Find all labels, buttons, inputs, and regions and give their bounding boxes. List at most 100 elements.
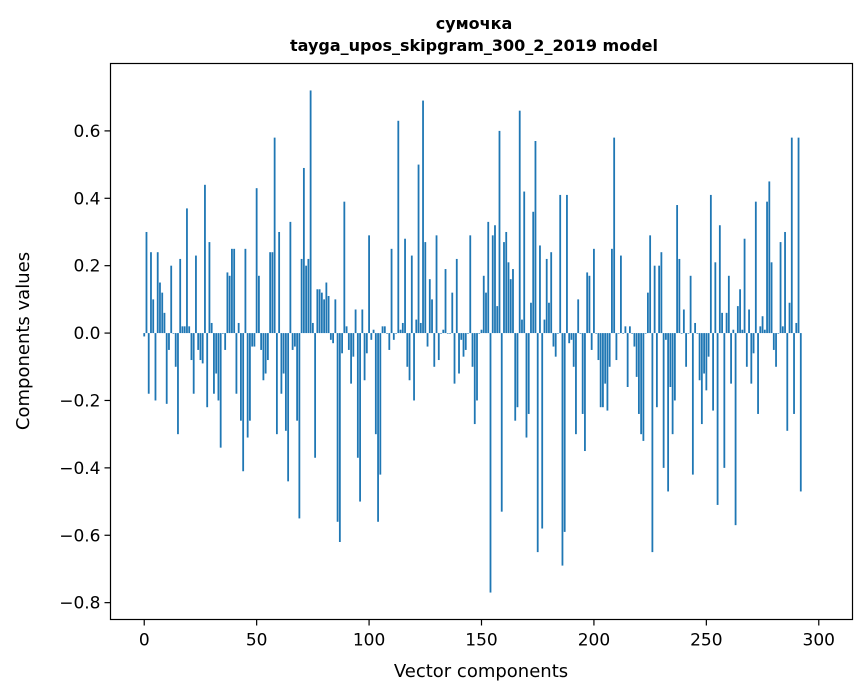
- bar: [204, 184, 206, 334]
- bar: [620, 255, 622, 334]
- bar: [253, 333, 256, 347]
- bar: [543, 319, 546, 334]
- bar: [222, 333, 224, 334]
- bar: [676, 205, 679, 334]
- bar: [255, 188, 258, 334]
- bar: [664, 333, 667, 340]
- bar: [246, 333, 249, 438]
- bar: [680, 333, 683, 334]
- bar: [354, 309, 357, 334]
- bar: [435, 235, 438, 334]
- bar: [611, 248, 613, 334]
- x-tick-label: 200: [578, 631, 610, 651]
- bar: [264, 333, 267, 374]
- bar: [599, 333, 602, 408]
- bar: [422, 100, 424, 334]
- bar: [386, 333, 388, 334]
- bar: [311, 322, 314, 334]
- bar: [273, 137, 276, 334]
- bar: [530, 302, 532, 334]
- bar: [799, 333, 802, 492]
- bar: [170, 265, 173, 334]
- bar: [568, 333, 571, 344]
- x-tick-label: 150: [465, 631, 497, 651]
- bar: [642, 333, 645, 441]
- bar: [224, 333, 227, 350]
- bar: [653, 265, 656, 334]
- bar: [581, 333, 584, 414]
- bar: [338, 333, 341, 542]
- bar: [797, 137, 800, 334]
- bar: [487, 221, 490, 334]
- bar: [491, 235, 494, 334]
- bar: [541, 333, 544, 529]
- bar: [370, 333, 373, 340]
- bar: [485, 292, 487, 334]
- bar: [671, 333, 674, 435]
- bar: [714, 262, 717, 334]
- bar: [534, 141, 537, 334]
- bar: [260, 333, 263, 350]
- bar: [545, 258, 548, 334]
- bar: [615, 333, 618, 361]
- bar: [516, 333, 519, 408]
- bar: [548, 302, 550, 334]
- y-tick-label: −0.8: [59, 594, 100, 614]
- bar: [341, 333, 343, 354]
- bar: [361, 309, 364, 334]
- bar: [741, 329, 744, 334]
- bar: [667, 333, 670, 492]
- bar: [458, 333, 460, 374]
- bar: [462, 333, 465, 357]
- bar: [752, 333, 755, 354]
- bar: [595, 333, 598, 334]
- bar: [739, 289, 741, 334]
- bar: [347, 333, 350, 350]
- bar: [577, 299, 580, 334]
- bar: [406, 333, 409, 367]
- bar: [395, 333, 397, 334]
- bar: [788, 302, 791, 334]
- bar: [323, 299, 326, 334]
- bar: [442, 329, 445, 334]
- bar: [379, 333, 382, 475]
- bar: [732, 329, 735, 334]
- bar: [188, 326, 191, 334]
- bar: [431, 299, 433, 334]
- bar: [673, 333, 676, 401]
- bar: [781, 326, 784, 334]
- bar: [451, 292, 454, 334]
- bar: [374, 333, 377, 435]
- bar: [761, 316, 764, 334]
- y-tick-label: 0.4: [73, 189, 100, 209]
- bar: [770, 262, 773, 334]
- bar: [554, 333, 557, 357]
- bar: [217, 333, 220, 401]
- bar: [678, 258, 681, 334]
- bar: [410, 255, 413, 334]
- bar: [777, 333, 780, 334]
- bar: [669, 333, 672, 387]
- y-axis-label: Components values: [13, 252, 34, 430]
- bar: [793, 333, 795, 414]
- y-axis-ticks: −0.8 −0.6 −0.4 −0.2 0.0 0.2 0.4 0.6: [59, 122, 111, 614]
- bar: [539, 245, 541, 334]
- bar: [563, 333, 566, 532]
- bar: [496, 306, 499, 334]
- bar: [401, 322, 404, 334]
- bar: [327, 296, 330, 334]
- bar: [606, 333, 609, 411]
- x-tick-label: 50: [246, 631, 268, 651]
- bar: [446, 333, 449, 334]
- x-axis-ticks: 0 50 100 150 200 250 300: [139, 619, 835, 651]
- bar: [784, 231, 786, 334]
- bar: [408, 333, 411, 381]
- bar: [503, 242, 505, 334]
- bar: [453, 333, 456, 384]
- bar: [730, 333, 732, 384]
- bar: [489, 333, 492, 593]
- bar: [786, 333, 789, 431]
- bar: [716, 333, 719, 505]
- bar: [444, 269, 447, 334]
- bar: [637, 333, 640, 414]
